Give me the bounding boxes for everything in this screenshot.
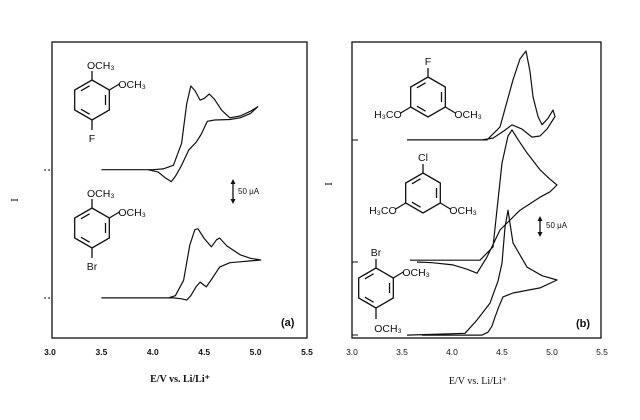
cv-curve-b-3 [406,209,558,336]
substituent-label: OCH₃ [449,205,477,217]
x-axis-title-b: E/V vs. Li/Li⁺ [449,376,507,387]
double-bond [416,105,426,112]
benzene-ring [405,172,441,214]
y-axis-label-a: I [9,198,21,202]
substituent-label: H₃CO [374,109,402,121]
substituent-label: F [425,56,431,68]
substituent-label: OCH₃ [118,79,146,91]
curves-a [101,85,262,301]
x-tick-label: 5.5 [596,347,608,357]
x-tick-label: 5.0 [546,347,558,357]
x-tick-label: 3.5 [396,347,408,357]
substituent-bond [108,83,120,91]
benzene-ring [74,79,110,121]
substituent-label: OCH₃ [402,267,430,279]
x-tick-label: 4.5 [496,347,508,357]
arrow-up-icon [230,179,236,184]
substituent-label: OCH₃ [374,323,402,335]
panel-b: 3.0 3.5 4.0 4.5 5.0 5.5 E/V vs. Li/Li⁺ I (b) … [323,41,608,387]
double-bond [411,178,421,185]
substituent-label: F [89,133,95,145]
x-tick-label: 5.5 [301,347,313,357]
x-tick-label: 3.0 [346,347,358,357]
substituent-bond [400,106,412,114]
cv-curve-b-1 [407,50,556,141]
x-tick-labels-b: 3.0 3.5 4.0 4.5 5.0 5.5 [346,347,608,357]
x-tick-label: 4.5 [198,347,210,357]
panel-a: 3.0 3.5 4.0 4.5 5.0 5.5 E/V vs. Li/Li⁺ I (a) … [9,41,313,385]
x-axis-title-a: E/V vs. Li/Li⁺ [150,374,210,385]
double-bond [80,236,90,243]
scale-bar-a: 50 μA [230,179,260,204]
double-bond [411,201,421,208]
panel-label-a: (a) [281,317,295,329]
double-bond [364,273,374,280]
substituent-label: OCH₃ [87,188,115,200]
double-bond [80,213,90,220]
double-bond [416,82,426,89]
x-tick-label: 5.0 [250,347,262,357]
structure-chloro-3-5-dimethoxybenzene: Cl H₃CO OCH₃ [369,152,477,217]
plot-frame-a [51,41,308,339]
substituent-label: OCH₃ [454,109,482,121]
substituent-bond [439,202,451,210]
substituent-label: H₃CO [369,205,397,217]
structure-bromo-2-4-dimethoxybenzene: Br OCH₃ OCH₃ [358,247,430,335]
cv-curve-a-1 [101,85,259,183]
panel-label-b: (b) [576,318,590,330]
benzene-ring [74,207,110,249]
x-tick-label: 3.0 [44,347,56,357]
x-tick-label: 3.5 [95,347,107,357]
substituent-label: Br [371,247,382,259]
structure-fluoro-3-5-dimethoxybenzene: F H₃CO OCH₃ [374,56,482,121]
benzene-ring [358,267,394,309]
cv-curve-b-2 [410,129,558,274]
x-tick-label: 4.0 [147,347,159,357]
substituent-bond [444,106,456,114]
x-tick-label: 4.0 [446,347,458,357]
benzene-ring [410,76,446,118]
scale-bar-b: 50 μA [537,216,568,237]
substituent-bond [108,211,120,219]
y-axis-label-b: I [323,182,335,186]
substituent-label: Cl [418,152,428,164]
double-bond [364,296,374,303]
double-bond [80,108,90,115]
x-tick-labels-a: 3.0 3.5 4.0 4.5 5.0 5.5 [44,347,313,357]
cv-curve-a-2 [101,228,262,301]
substituent-label: OCH₃ [118,207,146,219]
arrow-down-icon [230,199,236,204]
arrow-up-icon [537,216,543,221]
substituent-bond [392,271,404,279]
plot-frame-b [351,41,602,339]
substituent-label: Br [87,261,98,273]
substituent-bond [395,202,407,210]
arrow-down-icon [537,232,543,237]
scale-bar-label-b: 50 μA [546,221,568,230]
substituent-label: OCH₃ [87,60,115,72]
curves-b [406,50,558,336]
scale-bar-label-a: 50 μA [238,187,260,196]
double-bond [80,85,90,92]
